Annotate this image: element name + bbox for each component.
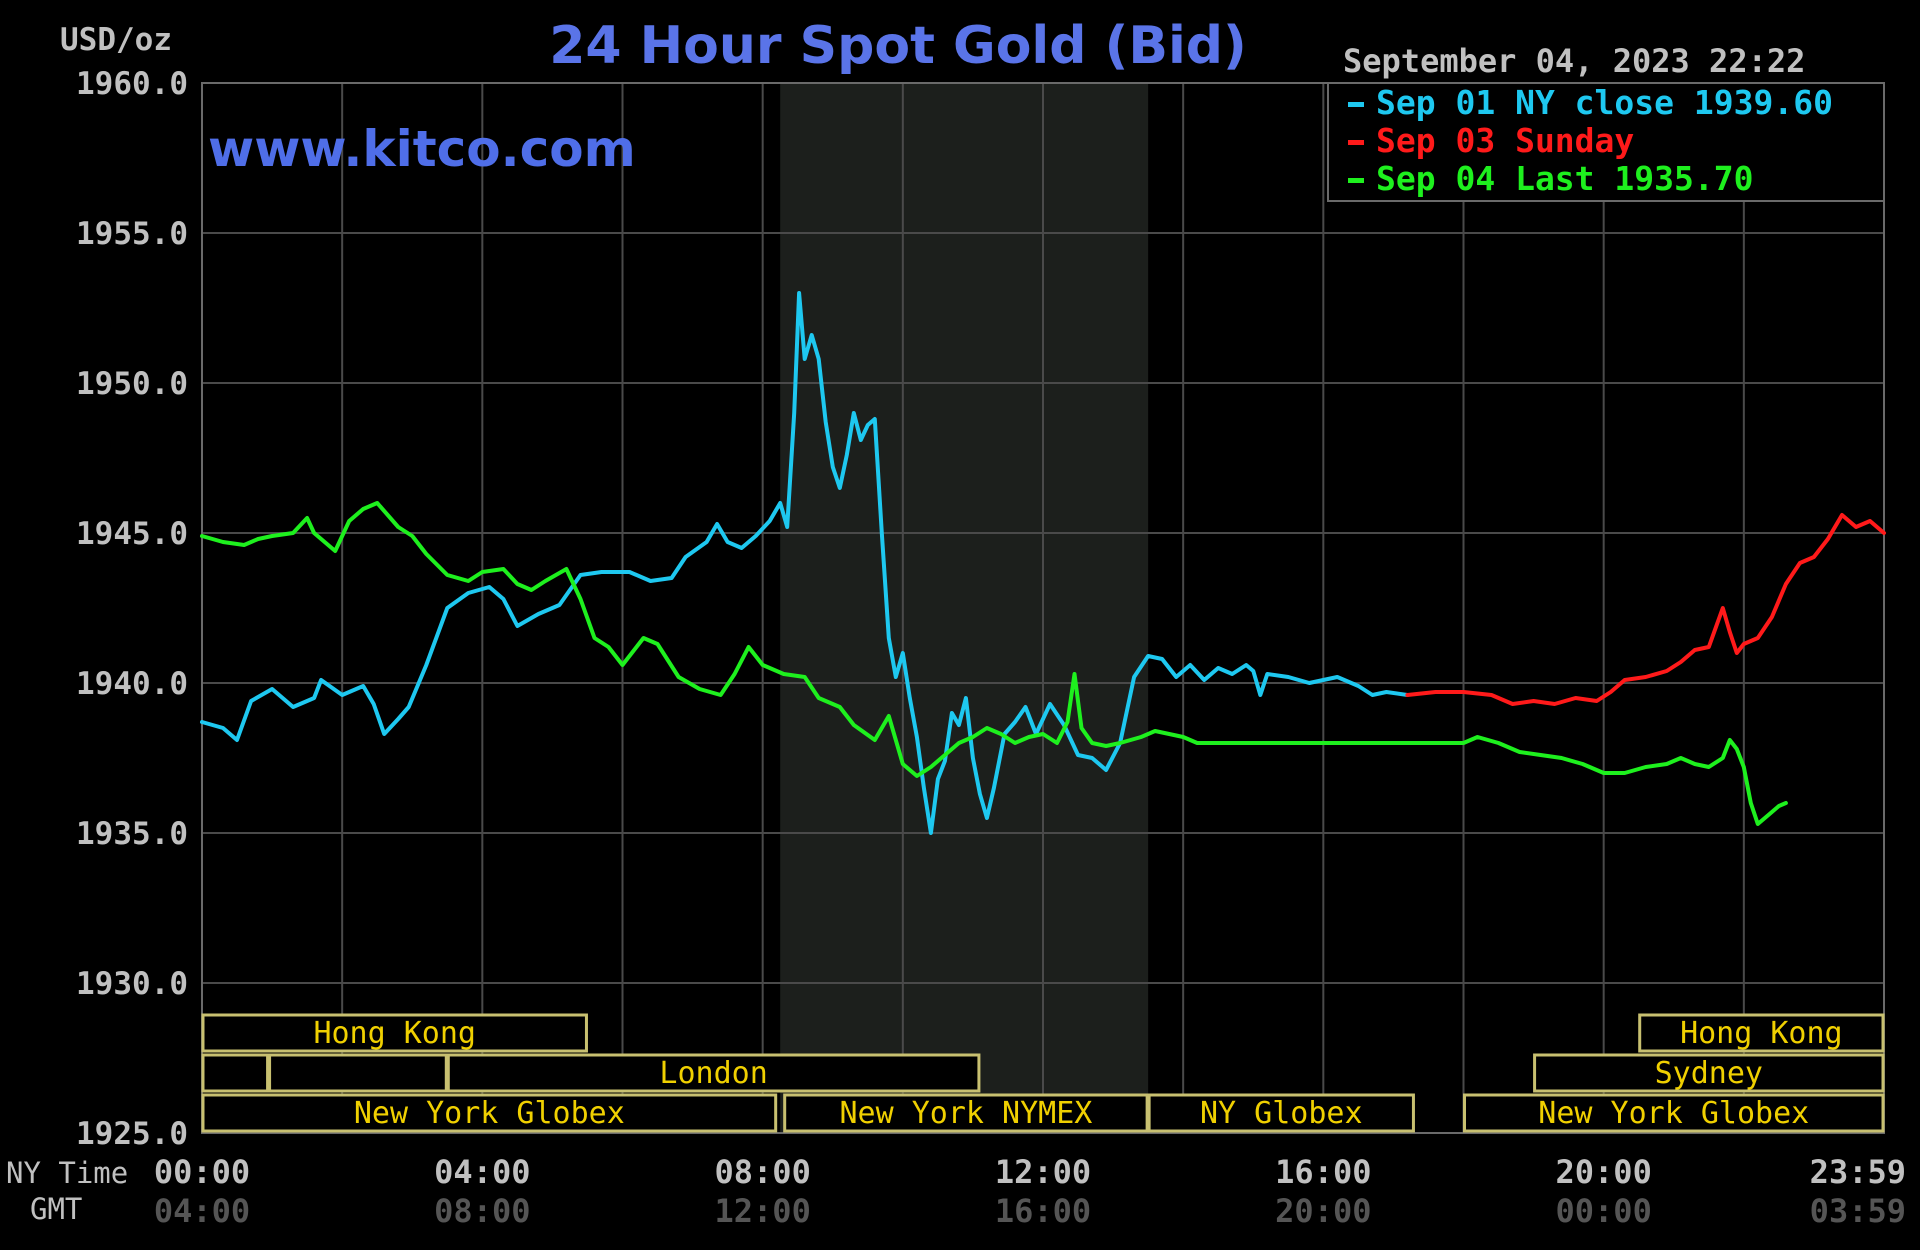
session-label: New York Globex bbox=[1538, 1096, 1809, 1131]
session-box: NY Globex bbox=[1147, 1093, 1415, 1133]
session-box: Hong Kong bbox=[201, 1013, 588, 1053]
session-label: New York NYMEX bbox=[839, 1096, 1092, 1131]
unit-label: USD/oz bbox=[60, 22, 172, 58]
session-rect bbox=[1463, 1093, 1885, 1133]
y-tick-label: 1940.0 bbox=[76, 666, 188, 702]
session-box: New York Globex bbox=[201, 1093, 778, 1133]
legend-item: Sep 01 NY close 1939.60 bbox=[1348, 83, 1833, 122]
plot-frame bbox=[201, 82, 1885, 1134]
session-label: NY Globex bbox=[1200, 1096, 1363, 1131]
legend-item: Sep 03 Sunday bbox=[1348, 121, 1634, 160]
price-series-line bbox=[200, 501, 1788, 826]
x-tick-label-gmt: 00:00 bbox=[1556, 1192, 1652, 1230]
session-box bbox=[268, 1053, 448, 1093]
x-tick-label-ny: 20:00 bbox=[1556, 1153, 1652, 1191]
ny-time-label: NY Time bbox=[6, 1156, 128, 1190]
nymex-session-band bbox=[780, 83, 1149, 1133]
session-rect bbox=[268, 1053, 448, 1093]
session-rect bbox=[1147, 1093, 1415, 1133]
x-tick-label-ny: 00:00 bbox=[154, 1153, 250, 1191]
legend-swatch bbox=[1348, 140, 1364, 145]
x-tick-label-ny: 12:00 bbox=[995, 1153, 1091, 1191]
y-tick-label: 1955.0 bbox=[76, 216, 188, 252]
session-label: London bbox=[659, 1056, 767, 1091]
session-rect bbox=[1638, 1013, 1885, 1053]
price-series-line bbox=[200, 291, 1410, 835]
x-axis-ticks: 00:0004:0004:0008:0008:0012:0012:0016:00… bbox=[154, 1153, 1906, 1230]
watermark: www.kitco.com bbox=[208, 120, 636, 178]
session-rect bbox=[201, 1053, 270, 1093]
chart-title: 24 Hour Spot Gold (Bid) bbox=[549, 16, 1247, 76]
session-label: Hong Kong bbox=[313, 1016, 476, 1051]
legend-label: Sep 03 Sunday bbox=[1376, 121, 1634, 160]
x-tick-label-ny: 08:00 bbox=[715, 1153, 811, 1191]
market-sessions: Hong Kong London New York Globex New York N… bbox=[201, 1013, 1885, 1133]
timestamp: September 04, 2023 22:22 bbox=[1343, 42, 1805, 80]
x-tick-label-gmt: 08:00 bbox=[434, 1192, 530, 1230]
y-tick-label: 1930.0 bbox=[76, 966, 188, 1002]
session-rect bbox=[201, 1093, 778, 1133]
price-lines bbox=[200, 291, 1886, 835]
x-tick-label-gmt: 12:00 bbox=[715, 1192, 811, 1230]
legend-box bbox=[1327, 82, 1885, 202]
session-box: New York NYMEX bbox=[783, 1093, 1149, 1133]
x-tick-label-ny: 04:00 bbox=[434, 1153, 530, 1191]
x-tick-label-gmt: 04:00 bbox=[154, 1192, 250, 1230]
x-tick-label-ny: 23:59 bbox=[1810, 1153, 1906, 1191]
price-series-line bbox=[1405, 513, 1886, 706]
legend-item: Sep 04 Last 1935.70 bbox=[1348, 159, 1754, 198]
session-box: Sydney bbox=[1533, 1053, 1885, 1093]
y-tick-label: 1950.0 bbox=[76, 366, 188, 402]
y-tick-label: 1960.0 bbox=[76, 66, 188, 102]
session-box: New York Globex bbox=[1463, 1093, 1885, 1133]
legend-swatch bbox=[1348, 102, 1364, 107]
session-rect bbox=[1533, 1053, 1885, 1093]
session-rect bbox=[201, 1013, 588, 1053]
legend-swatch bbox=[1348, 178, 1364, 183]
y-tick-label: 1935.0 bbox=[76, 816, 188, 852]
x-tick-label-gmt: 16:00 bbox=[995, 1192, 1091, 1230]
session-box: London bbox=[446, 1053, 981, 1093]
session-label: Hong Kong bbox=[1680, 1016, 1843, 1051]
y-tick-label: 1925.0 bbox=[76, 1116, 188, 1152]
x-tick-label-gmt: 03:59 bbox=[1810, 1192, 1906, 1230]
session-rect bbox=[783, 1093, 1149, 1133]
y-axis-ticks: 1960.0 1955.0 1950.0 1945.0 1940.0 1935.0 1930… bbox=[76, 66, 188, 1152]
y-tick-label: 1945.0 bbox=[76, 516, 188, 552]
x-tick-label-ny: 16:00 bbox=[1275, 1153, 1371, 1191]
session-rect bbox=[446, 1053, 981, 1093]
chart-grid bbox=[202, 83, 1884, 1133]
session-box: Hong Kong bbox=[1638, 1013, 1885, 1053]
legend-label: Sep 04 Last 1935.70 bbox=[1376, 159, 1754, 198]
session-box bbox=[201, 1053, 270, 1093]
legend-label: Sep 01 NY close 1939.60 bbox=[1376, 83, 1833, 122]
session-label: New York Globex bbox=[354, 1096, 625, 1131]
session-label: Sydney bbox=[1655, 1056, 1763, 1091]
gmt-label: GMT bbox=[30, 1192, 82, 1226]
x-tick-label-gmt: 20:00 bbox=[1275, 1192, 1371, 1230]
